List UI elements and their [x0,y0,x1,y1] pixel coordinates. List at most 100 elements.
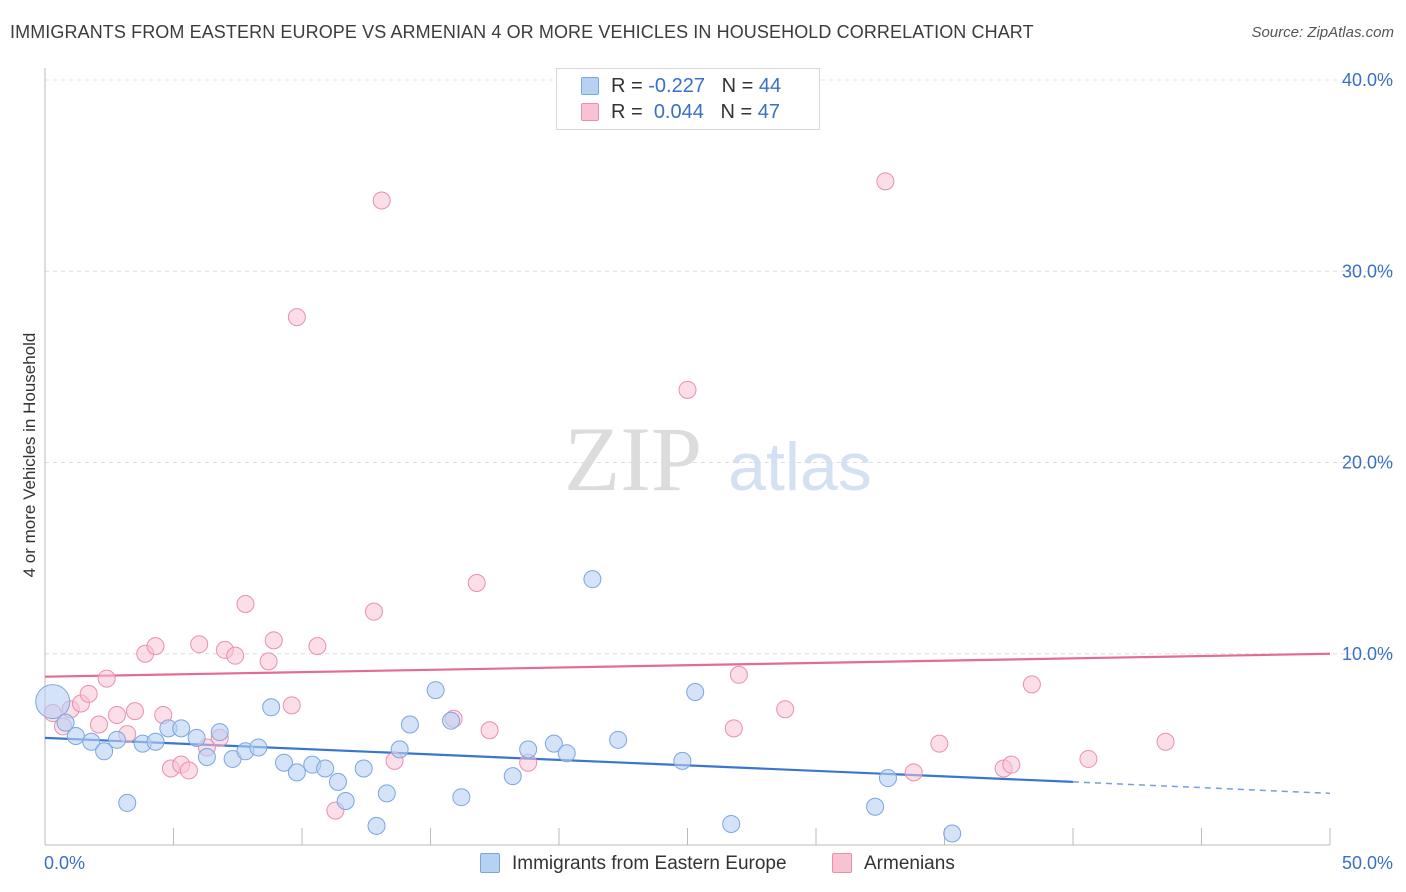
n-value: 47 [757,101,781,123]
data-point-armenians [480,721,499,740]
data-point-eastern-europe [328,772,347,791]
data-point-eastern-europe [316,759,335,778]
data-point-armenians [467,573,486,592]
y-tick-label: 30.0% [1342,261,1393,281]
watermark: ZIP atlas [564,408,872,510]
data-point-armenians [776,700,795,719]
data-point-armenians [236,595,255,614]
data-point-armenians [904,763,923,782]
r-label: R = [611,75,649,97]
data-point-armenians [146,637,165,656]
data-point-eastern-europe [210,723,229,742]
data-point-armenians [97,669,116,688]
data-point-eastern-europe [107,730,126,749]
r-value: -0.227 [648,75,705,97]
data-point-armenians [1022,675,1041,694]
data-point-eastern-europe [95,742,114,761]
data-point-eastern-europe [722,814,741,833]
pink-swatch [832,853,852,873]
n-label: N = [720,101,758,123]
data-point-armenians [179,761,198,780]
data-point-eastern-europe [686,683,705,701]
data-point-armenians [729,665,748,684]
data-point-eastern-europe [118,793,137,812]
series-legend: Immigrants from Eastern Europe Armenians [0,852,1406,878]
data-point-eastern-europe [503,767,522,786]
r-label: R = [611,101,649,123]
data-point-eastern-europe [187,728,206,747]
data-point-eastern-europe [35,684,71,720]
data-point-eastern-europe [377,784,396,803]
stats-text: R = -0.227 N = 44 [611,75,781,98]
data-point-eastern-europe [673,751,692,770]
y-tick-label: 40.0% [1342,70,1393,90]
data-point-armenians [125,702,144,721]
blue-swatch [581,77,599,95]
data-point-armenians [259,652,278,671]
data-point-armenians [89,715,108,734]
n-value: 44 [758,75,782,97]
y-tick-labels: 10.0% 20.0% 30.0% 40.0% [1342,70,1393,664]
data-point-eastern-europe [452,788,471,807]
legend-label: Immigrants from Eastern Europe [512,853,787,874]
pink-swatch [581,103,599,121]
gridlines [45,79,1393,655]
data-point-eastern-europe [287,763,306,782]
data-point-eastern-europe [197,748,216,767]
stats-legend: R = -0.227 N = 44 R = 0.044 N = 47 [556,68,820,130]
watermark-zip: ZIP [564,408,702,510]
data-point-armenians [876,172,895,191]
blue-swatch [480,853,500,873]
n-label: N = [721,75,759,97]
x-tick-labels: 0.0% 50.0% [44,853,1393,873]
data-point-eastern-europe [866,797,885,816]
data-point-armenians [678,380,697,399]
r-value: 0.044 [653,101,704,123]
data-point-armenians [364,602,383,621]
chart-title: IMMIGRANTS FROM EASTERN EUROPE VS ARMENI… [10,22,1034,42]
data-point-armenians [372,191,391,210]
data-point-armenians [1002,755,1021,774]
data-point-armenians [107,705,126,724]
watermark-atlas: atlas [728,429,872,505]
data-point-armenians [1156,732,1175,751]
data-point-armenians [724,719,743,738]
data-point-armenians [264,631,283,650]
data-point-eastern-europe [56,713,75,732]
data-point-armenians [79,684,98,703]
legend-label: Armenians [864,853,955,874]
x-tick-label: 0.0% [44,853,85,873]
trend-lines [44,652,1331,795]
data-point-eastern-europe [146,732,165,751]
data-point-eastern-europe [442,711,461,730]
data-point-eastern-europe [583,570,602,589]
data-point-eastern-europe [367,816,386,835]
y-tick-label: 10.0% [1342,644,1393,664]
data-point-eastern-europe [544,734,563,753]
data-point-eastern-europe [262,698,281,717]
data-point-eastern-europe [519,740,538,759]
data-point-armenians [1079,749,1098,768]
source-credit: Source: ZipAtlas.com [1251,24,1394,41]
data-point-eastern-europe [336,792,355,811]
data-point-eastern-europe [354,759,373,778]
data-point-eastern-europe [943,824,962,843]
data-point-eastern-europe [275,753,294,772]
series-eastern-europe [35,570,962,843]
trend-line-extension [1072,781,1331,795]
stats-text: R = 0.044 N = 47 [611,101,780,124]
x-tick-label: 50.0% [1342,853,1393,873]
data-point-eastern-europe [400,715,419,734]
data-point-eastern-europe [609,730,628,749]
data-point-eastern-europe [66,726,85,745]
data-point-armenians [308,637,327,656]
data-point-eastern-europe [172,719,191,738]
data-point-armenians [226,646,245,665]
data-point-armenians [287,308,306,327]
data-point-eastern-europe [557,744,576,763]
data-point-armenians [190,635,209,654]
trend-line-armenians [44,652,1331,678]
data-point-eastern-europe [82,732,101,751]
data-point-eastern-europe [426,681,445,700]
